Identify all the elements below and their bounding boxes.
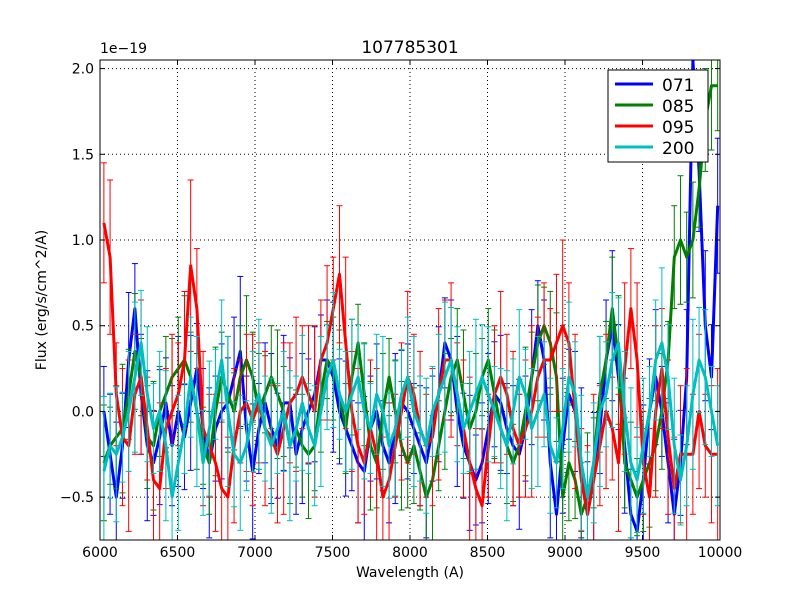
x-axis-label: Wavelength (A) bbox=[356, 565, 464, 581]
x-tick-label: 9000 bbox=[547, 545, 583, 561]
y-offset-label: 1e−19 bbox=[100, 41, 147, 57]
series-200 bbox=[100, 267, 720, 540]
x-tick-label: 7500 bbox=[315, 545, 351, 561]
legend-label-200: 200 bbox=[662, 139, 694, 159]
chart-title: 107785301 bbox=[361, 38, 458, 58]
x-tick-label: 6500 bbox=[160, 545, 196, 561]
legend-label-071: 071 bbox=[662, 76, 694, 96]
y-tick-label: 0.5 bbox=[72, 319, 94, 335]
x-tick-label: 6000 bbox=[82, 545, 118, 561]
x-tick-label: 7000 bbox=[237, 545, 273, 561]
series-line-095 bbox=[102, 222, 718, 516]
legend: 071 085 095 200 bbox=[607, 69, 709, 163]
ticks: 6000 6500 7000 7500 8000 8500 9000 9500 10000 −0.… bbox=[60, 60, 742, 561]
data-layer bbox=[100, 60, 720, 540]
y-tick-label: 1.5 bbox=[72, 147, 94, 163]
legend-entry-071: 071 bbox=[615, 76, 694, 96]
legend-label-085: 085 bbox=[662, 97, 694, 117]
y-tick-label: 2.0 bbox=[72, 62, 94, 78]
legend-entry-200: 200 bbox=[615, 139, 694, 159]
series-line-085 bbox=[102, 84, 718, 516]
legend-entry-085: 085 bbox=[615, 97, 694, 117]
legend-entry-095: 095 bbox=[615, 118, 694, 138]
y-tick-label: 1.0 bbox=[72, 233, 94, 249]
x-tick-label: 9500 bbox=[625, 545, 661, 561]
x-tick-label: 10000 bbox=[698, 545, 743, 561]
y-axis-label: Flux (erg/s/cm^2/A) bbox=[34, 230, 50, 370]
legend-label-095: 095 bbox=[662, 118, 694, 138]
series-line-200 bbox=[102, 341, 720, 499]
x-tick-label: 8000 bbox=[392, 545, 428, 561]
x-tick-label: 8500 bbox=[470, 545, 506, 561]
y-tick-label: 0.0 bbox=[72, 404, 94, 420]
y-tick-label: −0.5 bbox=[60, 490, 94, 506]
